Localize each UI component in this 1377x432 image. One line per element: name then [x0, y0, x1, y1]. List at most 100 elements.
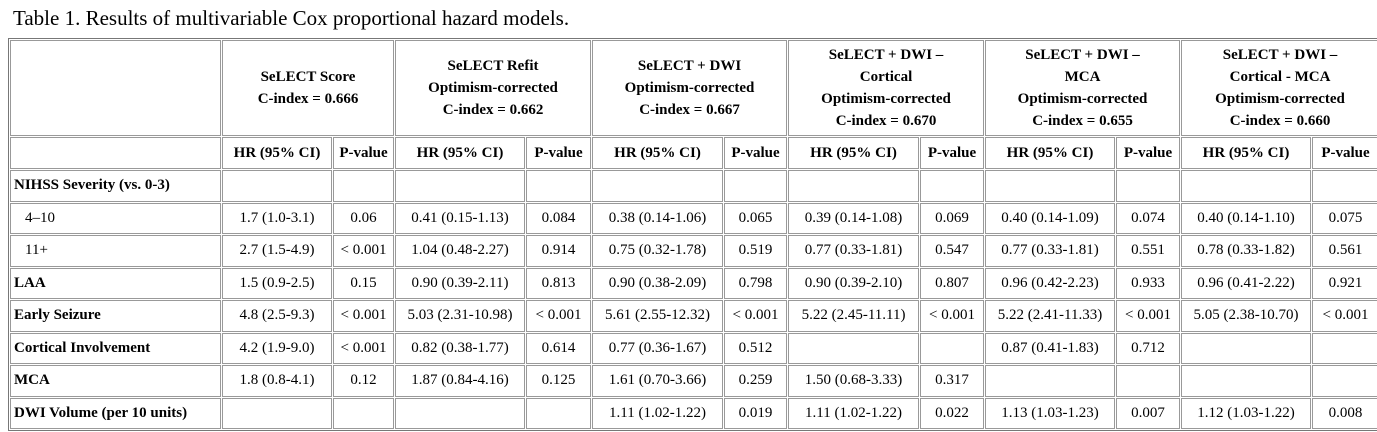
hr-cell: 0.78 (0.33-1.82): [1181, 235, 1312, 267]
p-value-cell: < 0.001: [920, 300, 985, 332]
row-label: NIHSS Severity (vs. 0-3): [10, 170, 221, 202]
model-header-line: SeLECT Score: [260, 69, 356, 85]
row-label: Early Seizure: [10, 300, 221, 332]
empty-cell: [222, 170, 332, 202]
corner-cell: [10, 137, 221, 169]
hr-cell: 1.8 (0.8-4.1): [222, 365, 332, 397]
hr-cell: 0.90 (0.39-2.11): [395, 267, 526, 299]
p-value-cell: 0.12: [333, 365, 395, 397]
hr-cell: 0.90 (0.38-2.09): [592, 267, 724, 299]
model-header-line: Optimism-corrected: [428, 80, 558, 96]
p-value-cell: 0.259: [724, 365, 788, 397]
model-header-line: SeLECT Refit: [447, 58, 539, 74]
p-value-cell: < 0.001: [1312, 300, 1377, 332]
empty-cell: [222, 397, 332, 429]
table-row: DWI Volume (per 10 units) 1.11 (1.02-1.22…: [10, 397, 1377, 429]
model-header-line: C-index = 0.660: [1229, 113, 1331, 129]
column-header: HR (95% CI): [788, 137, 920, 169]
hr-cell: 1.87 (0.84-4.16): [395, 365, 526, 397]
empty-cell: [1312, 170, 1377, 202]
hr-cell: 0.96 (0.41-2.22): [1181, 267, 1312, 299]
p-value-cell: 0.06: [333, 202, 395, 234]
hr-cell: 5.22 (2.41-11.33): [985, 300, 1116, 332]
model-header-line: Cortical: [859, 69, 913, 85]
row-label: MCA: [10, 365, 221, 397]
empty-cell: [1312, 365, 1377, 397]
column-header: P-value: [333, 137, 395, 169]
hr-cell: 0.90 (0.39-2.10): [788, 267, 920, 299]
p-value-cell: 0.712: [1116, 332, 1181, 364]
hr-cell: 0.77 (0.36-1.67): [592, 332, 724, 364]
empty-cell: [920, 170, 985, 202]
hr-cell: 0.40 (0.14-1.10): [1181, 202, 1312, 234]
p-value-cell: 0.007: [1116, 397, 1181, 429]
hr-cell: 0.75 (0.32-1.78): [592, 235, 724, 267]
p-value-cell: < 0.001: [1116, 300, 1181, 332]
model-header: SeLECT + DWI – Cortical Optimism-corrected…: [788, 40, 985, 136]
hr-cell: 1.04 (0.48-2.27): [395, 235, 526, 267]
hr-cell: 4.2 (1.9-9.0): [222, 332, 332, 364]
hr-cell: 1.61 (0.70-3.66): [592, 365, 724, 397]
empty-cell: [1181, 332, 1312, 364]
empty-cell: [395, 170, 526, 202]
hr-cell: 1.11 (1.02-1.22): [592, 397, 724, 429]
p-value-cell: 0.084: [526, 202, 592, 234]
empty-cell: [1181, 170, 1312, 202]
row-label: 4–10: [10, 202, 221, 234]
p-value-cell: < 0.001: [333, 300, 395, 332]
model-header-line: SeLECT + DWI: [637, 58, 742, 74]
empty-cell: [985, 365, 1116, 397]
column-header: P-value: [920, 137, 985, 169]
model-header-line: Optimism-corrected: [821, 91, 951, 107]
p-value-cell: 0.512: [724, 332, 788, 364]
p-value-cell: < 0.001: [333, 332, 395, 364]
p-value-cell: 0.008: [1312, 397, 1377, 429]
p-value-cell: 0.921: [1312, 267, 1377, 299]
model-header: SeLECT + DWI Optimism-corrected C-index = …: [592, 40, 788, 136]
empty-cell: [1116, 365, 1181, 397]
table-row: MCA 1.8 (0.8-4.1) 0.12 1.87 (0.84-4.16) 0.12…: [10, 365, 1377, 397]
model-header: SeLECT + DWI – MCA Optimism-corrected C-ind…: [985, 40, 1181, 136]
column-header: P-value: [526, 137, 592, 169]
model-header: SeLECT Refit Optimism-corrected C-index = …: [395, 40, 592, 136]
p-value-cell: 0.125: [526, 365, 592, 397]
model-header: SeLECT + DWI – Cortical - MCA Optimism-cor…: [1181, 40, 1377, 136]
row-label: LAA: [10, 267, 221, 299]
empty-cell: [526, 397, 592, 429]
model-header-line: C-index = 0.666: [257, 91, 359, 107]
empty-cell: [788, 170, 920, 202]
subheader-row: HR (95% CI) P-value HR (95% CI) P-value HR (…: [10, 137, 1377, 169]
hr-cell: 0.77 (0.33-1.81): [985, 235, 1116, 267]
row-label: 11+: [10, 235, 221, 267]
p-value-cell: 0.075: [1312, 202, 1377, 234]
hr-cell: 0.87 (0.41-1.83): [985, 332, 1116, 364]
hr-cell: 5.03 (2.31-10.98): [395, 300, 526, 332]
model-header-line: SeLECT + DWI –: [1025, 47, 1140, 63]
p-value-cell: 0.074: [1116, 202, 1181, 234]
column-header: P-value: [724, 137, 788, 169]
empty-cell: [920, 332, 985, 364]
p-value-cell: < 0.001: [526, 300, 592, 332]
hr-cell: 1.7 (1.0-3.1): [222, 202, 332, 234]
p-value-cell: 0.933: [1116, 267, 1181, 299]
empty-cell: [1181, 365, 1312, 397]
model-header-line: C-index = 0.667: [639, 102, 740, 118]
model-header-line: MCA: [1064, 69, 1101, 85]
hr-cell: 5.61 (2.55-12.32): [592, 300, 724, 332]
p-value-cell: 0.317: [920, 365, 985, 397]
model-header-line: Optimism-corrected: [624, 80, 755, 96]
table-row: NIHSS Severity (vs. 0-3): [10, 170, 1377, 202]
table-row: Early Seizure 4.8 (2.5-9.3) < 0.001 5.03 (2…: [10, 300, 1377, 332]
hr-cell: 0.77 (0.33-1.81): [788, 235, 920, 267]
empty-cell: [395, 397, 526, 429]
hr-cell: 0.96 (0.42-2.23): [985, 267, 1116, 299]
table-row: 11+ 2.7 (1.5-4.9) < 0.001 1.04 (0.48-2.27) 0…: [10, 235, 1377, 267]
p-value-cell: < 0.001: [724, 300, 788, 332]
empty-cell: [1116, 170, 1181, 202]
model-header-line: Optimism-corrected: [1017, 91, 1148, 107]
p-value-cell: 0.561: [1312, 235, 1377, 267]
model-header-line: SeLECT + DWI –: [1222, 47, 1338, 63]
model-header-line: Cortical - MCA: [1229, 69, 1331, 85]
